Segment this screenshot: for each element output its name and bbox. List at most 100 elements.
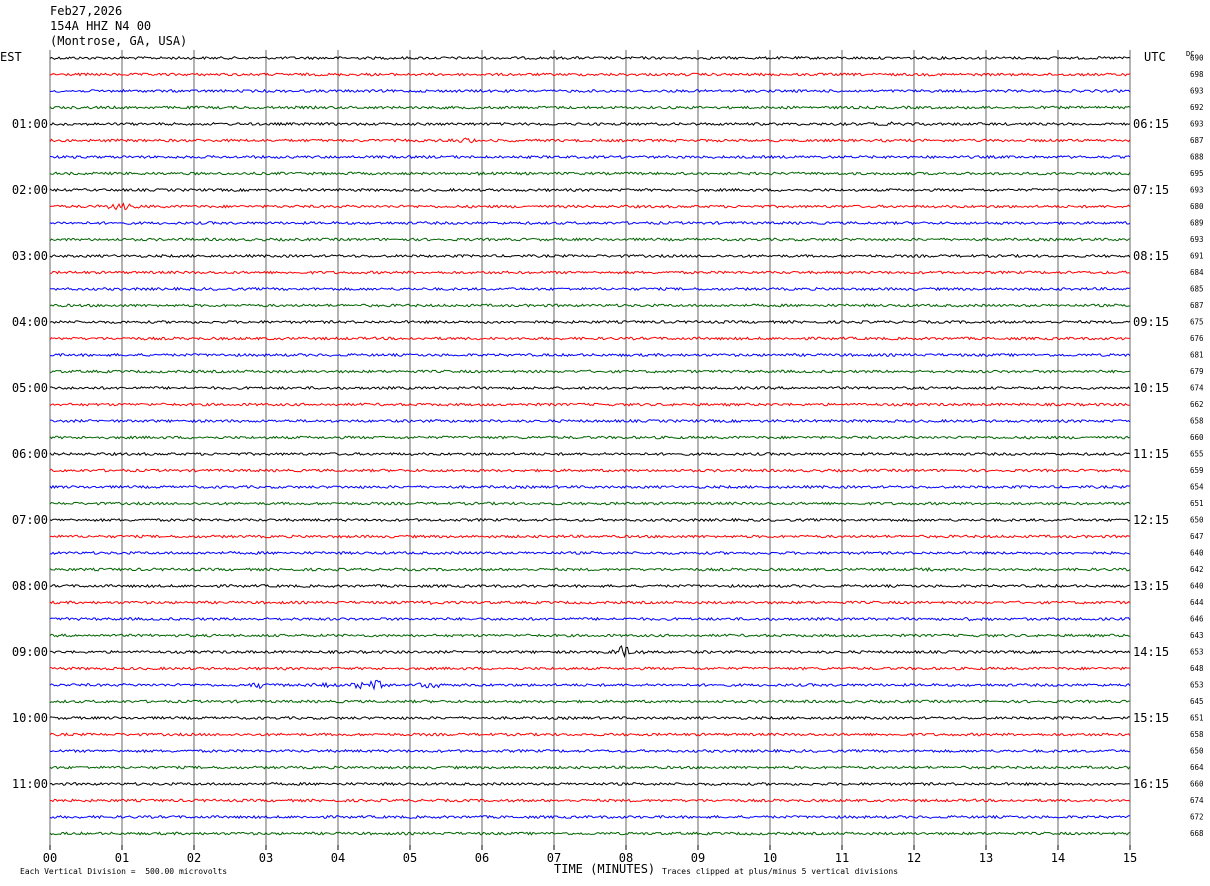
x-axis-label: TIME (MINUTES) — [554, 862, 656, 876]
trace-row — [49, 270, 1131, 275]
dc-offset-label: 693 — [1190, 120, 1204, 129]
dc-offset-label: 660 — [1190, 433, 1204, 442]
dc-offset-label: 643 — [1190, 631, 1204, 640]
dc-offset-label: 655 — [1190, 450, 1204, 459]
trace-row — [49, 679, 1131, 691]
trace-row — [49, 303, 1131, 308]
dc-offset-label: 658 — [1190, 730, 1204, 739]
dc-header: DC — [1186, 50, 1195, 58]
est-hour-label: 02:00 — [12, 183, 48, 197]
dc-offset-label: 659 — [1190, 466, 1204, 475]
trace-row — [49, 748, 1131, 754]
utc-hour-label: 06:15 — [1133, 117, 1169, 131]
x-tick-label: 14 — [1051, 851, 1065, 865]
dc-offset-label: 651 — [1190, 499, 1204, 508]
header-location: (Montrose, GA, USA) — [50, 34, 188, 48]
trace-row — [49, 105, 1131, 110]
trace-row — [50, 583, 1131, 589]
trace-row — [49, 202, 1131, 211]
x-tick-label: 12 — [907, 851, 921, 865]
dc-offset-label: 648 — [1190, 664, 1204, 673]
dc-offset-label: 698 — [1190, 70, 1204, 79]
trace-row — [49, 385, 1131, 391]
dc-offset-label: 692 — [1190, 103, 1204, 112]
dc-offset-label: 653 — [1190, 681, 1204, 690]
trace-row — [49, 121, 1131, 127]
x-tick-label: 00 — [43, 851, 57, 865]
trace-row — [49, 831, 1131, 836]
dc-offset-label: 646 — [1190, 615, 1204, 624]
dc-offset-label: 664 — [1190, 763, 1204, 772]
dc-offset-label: 672 — [1190, 813, 1204, 822]
header-station: 154A HHZ N4 00 — [50, 19, 152, 33]
right-timezone: UTC — [1144, 50, 1166, 64]
trace-row — [49, 137, 1131, 144]
trace-row — [49, 187, 1131, 193]
utc-hour-label: 12:15 — [1133, 513, 1169, 527]
dc-offset-label: 653 — [1190, 648, 1204, 657]
trace-row — [49, 501, 1131, 506]
dc-offset-label: 679 — [1190, 367, 1204, 376]
trace-row — [49, 666, 1131, 671]
trace-row — [49, 55, 1131, 61]
est-hour-labels: 01:00 02:00 03:00 04:00 05:00 06:00 07:00 08:00… — [12, 117, 48, 791]
est-hour-label: 10:00 — [12, 711, 48, 725]
trace-row — [49, 237, 1131, 242]
dc-offset-label: 693 — [1190, 186, 1204, 195]
dc-offset-label: 674 — [1190, 796, 1204, 805]
trace-row — [49, 798, 1131, 803]
trace-row — [49, 171, 1131, 177]
trace-row — [49, 451, 1131, 457]
scale-note: Each Vertical Division = 500.00 microvol… — [20, 867, 228, 876]
dc-offset-label: 693 — [1190, 87, 1204, 96]
seismic-traces — [49, 55, 1131, 836]
trace-row — [49, 517, 1131, 523]
x-tick-label: 08 — [619, 851, 633, 865]
trace-row — [49, 715, 1131, 721]
dc-offset-label: 640 — [1190, 549, 1204, 558]
dc-offset-label: 654 — [1190, 483, 1204, 492]
dc-offset-label: 662 — [1190, 400, 1204, 409]
dc-offset-label: 647 — [1190, 532, 1204, 541]
utc-hour-label: 13:15 — [1133, 579, 1169, 593]
trace-row — [49, 435, 1131, 440]
trace-row — [49, 550, 1131, 556]
trace-row — [49, 88, 1131, 94]
trace-row — [49, 319, 1131, 325]
dc-offset-label: 668 — [1190, 829, 1204, 838]
trace-row — [49, 369, 1131, 374]
trace-row — [49, 402, 1131, 407]
dc-offset-label: 642 — [1190, 565, 1204, 574]
x-tick-label: 07 — [547, 851, 561, 865]
utc-hour-label: 16:15 — [1133, 777, 1169, 791]
x-tick-label: 10 — [763, 851, 777, 865]
trace-row — [49, 336, 1131, 341]
left-timezone: EST — [0, 50, 22, 64]
dc-offset-label: 687 — [1190, 301, 1204, 310]
dc-offset-label: 650 — [1190, 747, 1204, 756]
dc-offset-label: 687 — [1190, 136, 1204, 145]
x-tick-label: 02 — [187, 851, 201, 865]
est-hour-label: 06:00 — [12, 447, 48, 461]
utc-hour-label: 15:15 — [1133, 711, 1169, 725]
est-hour-label: 03:00 — [12, 249, 48, 263]
x-tick-label: 05 — [403, 851, 417, 865]
utc-hour-label: 09:15 — [1133, 315, 1169, 329]
dc-offset-label: 645 — [1190, 697, 1204, 706]
est-hour-label: 09:00 — [12, 645, 48, 659]
trace-row — [49, 484, 1131, 490]
utc-hour-label: 10:15 — [1133, 381, 1169, 395]
trace-row — [49, 600, 1131, 606]
est-hour-label: 11:00 — [12, 777, 48, 791]
trace-row — [49, 468, 1131, 473]
clip-note: Traces clipped at plus/minus 5 vertical … — [662, 867, 899, 876]
est-hour-label: 05:00 — [12, 381, 48, 395]
dc-offset-label: 685 — [1190, 285, 1204, 294]
trace-row — [49, 699, 1130, 704]
est-hour-label: 07:00 — [12, 513, 48, 527]
x-tick-label: 03 — [259, 851, 273, 865]
trace-row — [49, 154, 1131, 160]
x-tick-label: 09 — [691, 851, 705, 865]
dc-offset-label: 695 — [1190, 169, 1204, 178]
